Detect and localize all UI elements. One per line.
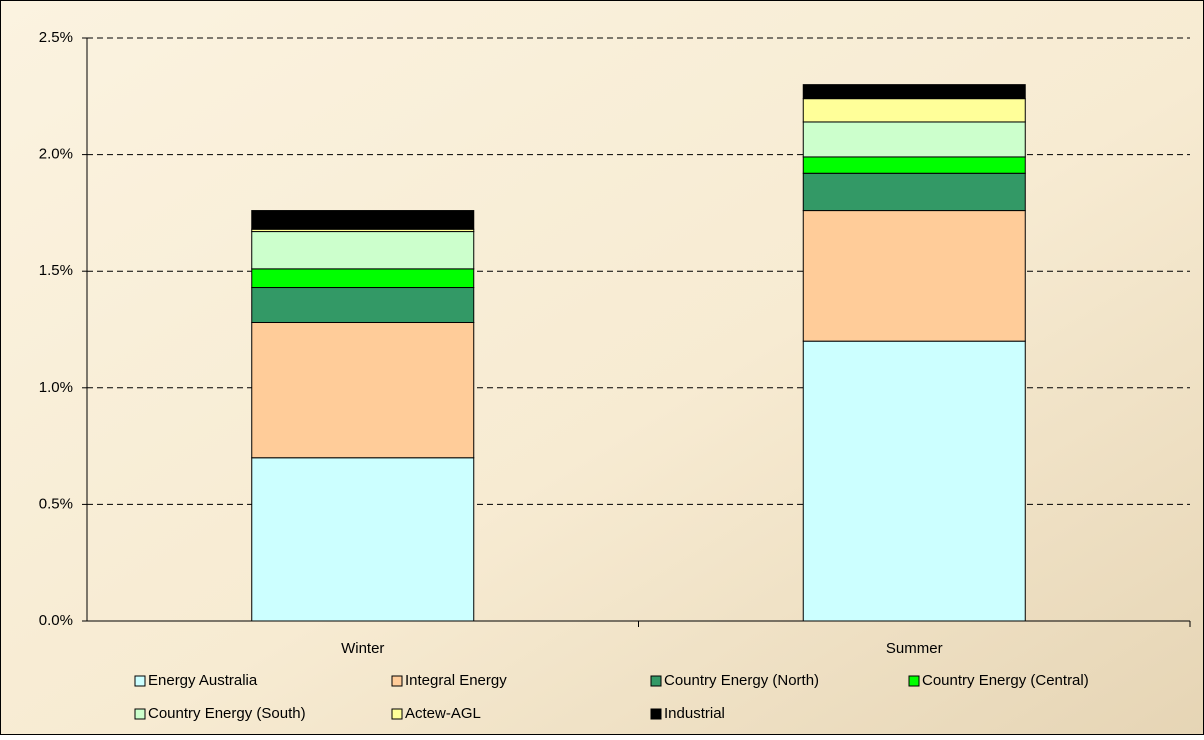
legend-label: Energy Australia bbox=[148, 672, 258, 689]
y-tick-label: 1.5% bbox=[39, 262, 73, 279]
legend-label: Industrial bbox=[664, 705, 725, 722]
y-tick-label: 2.5% bbox=[39, 29, 73, 46]
x-tick-label: Winter bbox=[341, 640, 384, 657]
legend-swatch bbox=[391, 675, 403, 687]
bar-segment bbox=[251, 457, 475, 622]
legend-swatch bbox=[391, 708, 403, 720]
bar-segment bbox=[251, 322, 475, 459]
bar-segment bbox=[251, 210, 475, 230]
y-tick-label: 2.0% bbox=[39, 146, 73, 163]
legend-swatch bbox=[134, 708, 146, 720]
legend-label: Country Energy (North) bbox=[664, 672, 819, 689]
y-tick-label: 0.0% bbox=[39, 612, 73, 629]
legend-label: Country Energy (South) bbox=[148, 705, 306, 722]
y-tick-label: 0.5% bbox=[39, 495, 73, 512]
bar-segment bbox=[802, 84, 1026, 100]
bar-segment bbox=[802, 340, 1026, 622]
legend-label: Country Energy (Central) bbox=[922, 672, 1089, 689]
legend-swatch bbox=[908, 675, 920, 687]
bar-segment bbox=[802, 98, 1026, 123]
y-tick-label: 1.0% bbox=[39, 379, 73, 396]
legend-swatch bbox=[134, 675, 146, 687]
bar-segment bbox=[251, 268, 475, 289]
bar-segment bbox=[251, 287, 475, 324]
bar-segment bbox=[251, 231, 475, 270]
bar-segment bbox=[802, 210, 1026, 342]
legend-swatch bbox=[650, 708, 662, 720]
legend-label: Actew-AGL bbox=[405, 705, 481, 722]
legend-swatch bbox=[650, 675, 662, 687]
legend-label: Integral Energy bbox=[405, 672, 507, 689]
bar-segment bbox=[802, 121, 1026, 158]
bar-segment bbox=[802, 156, 1026, 174]
bar-segment bbox=[802, 172, 1026, 212]
x-tick-label: Summer bbox=[886, 640, 943, 657]
